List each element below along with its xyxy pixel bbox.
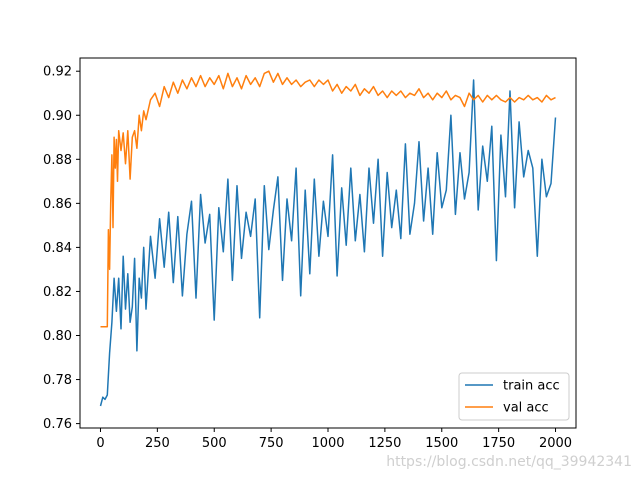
y-tick-label: 0.90: [43, 109, 72, 124]
legend-label: val acc: [503, 401, 549, 416]
legend-label: train acc: [503, 379, 560, 394]
y-tick-label: 0.76: [43, 417, 72, 432]
x-tick-label: 0: [96, 436, 104, 451]
x-tick-label: 250: [145, 436, 170, 451]
x-tick-label: 1500: [425, 436, 458, 451]
x-tick-label: 1250: [368, 436, 401, 451]
y-axis: 0.76 0.78 0.80 0.82 0.84 0.86 0.88 0.90 0.92: [43, 65, 80, 432]
y-tick-label: 0.78: [43, 373, 72, 388]
series-line-0: [99, 79, 557, 407]
y-tick-label: 0.86: [43, 197, 72, 212]
y-tick-label: 0.84: [43, 241, 72, 256]
y-tick-label: 0.80: [43, 329, 72, 344]
watermark: https://blog.csdn.net/qq_39942341: [386, 454, 632, 470]
x-tick-label: 750: [259, 436, 284, 451]
y-tick-label: 0.82: [43, 285, 72, 300]
series-line-1: [100, 70, 556, 328]
x-tick-label: 500: [202, 436, 227, 451]
plot-lines: [99, 70, 557, 407]
x-tick-label: 1750: [482, 436, 515, 451]
y-tick-label: 0.92: [43, 65, 72, 80]
x-tick-label: 1000: [311, 436, 344, 451]
y-tick-label: 0.88: [43, 153, 72, 168]
x-tick-label: 2000: [539, 436, 572, 451]
x-axis: 0 250 500 750 1000 1250 1500 1750 2000: [96, 428, 572, 451]
legend: train acc val acc: [458, 372, 570, 421]
